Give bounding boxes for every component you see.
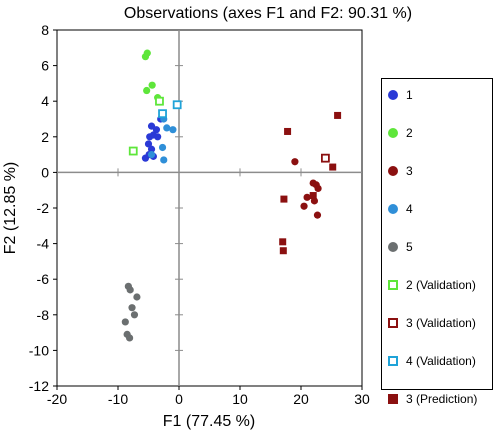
data-point	[284, 127, 292, 135]
data-point	[141, 53, 150, 61]
data-point	[158, 143, 167, 152]
data-point	[155, 96, 164, 106]
data-point	[291, 158, 299, 166]
x-axis-label: F1 (77.45 %)	[163, 413, 255, 430]
data-point	[313, 211, 322, 219]
legend-label: 3 (Prediction)	[406, 392, 478, 406]
data-point	[320, 153, 330, 163]
legend-label: 1	[406, 88, 413, 102]
data-point	[300, 202, 308, 210]
legend-item: 4	[388, 201, 413, 217]
legend-marker	[388, 318, 398, 328]
data-point	[160, 156, 168, 164]
legend-label: 4 (Validation)	[406, 354, 476, 368]
data-point	[279, 247, 287, 255]
legend-item: 3 (Prediction)	[388, 391, 477, 407]
data-point	[280, 195, 288, 203]
y-tick-label: -4	[37, 236, 50, 252]
legend-label: 2	[406, 126, 413, 140]
legend-label: 2 (Validation)	[406, 278, 476, 292]
y-tick-label: -12	[29, 378, 49, 394]
zero-lines	[57, 30, 362, 386]
x-tick-label: 30	[354, 391, 370, 407]
x-axis-ticks: -20 -10 0 10 20 30	[47, 386, 370, 407]
data-point	[314, 184, 322, 193]
y-tick-label: -8	[37, 307, 50, 323]
data-point	[309, 192, 317, 200]
data-point	[144, 140, 153, 148]
data-point	[126, 286, 134, 294]
y-tick-label: 6	[41, 58, 49, 74]
data-point	[334, 111, 342, 119]
data-point	[158, 109, 167, 119]
chart-title: Observations (axes F1 and F2: 90.31 %)	[124, 5, 412, 22]
data-point	[169, 126, 177, 134]
plot-area	[56, 29, 363, 387]
data-point	[329, 163, 337, 171]
legend-item: 2	[388, 125, 413, 141]
legend-label: 5	[406, 240, 413, 254]
data-point	[147, 145, 156, 153]
y-tick-label: 0	[41, 164, 49, 180]
legend-marker	[388, 166, 398, 176]
y-tick-label: 8	[41, 22, 49, 38]
x-tick-label: -20	[47, 391, 67, 407]
x-tick-label: 20	[293, 391, 309, 407]
x-tick-label: 10	[232, 391, 248, 407]
data-point	[152, 126, 161, 134]
data-point	[128, 146, 138, 156]
legend-marker	[388, 394, 398, 404]
legend-label: 3	[406, 164, 413, 178]
data-point	[125, 334, 134, 342]
legend-item: 4 (Validation)	[388, 353, 476, 369]
data-point	[130, 311, 139, 319]
data-point	[279, 238, 287, 246]
y-tick-label: -10	[29, 342, 49, 358]
data-point	[172, 100, 182, 110]
data-point	[303, 193, 311, 201]
legend-item: 5	[388, 239, 413, 255]
data-point	[310, 197, 319, 205]
legend-item: 2 (Validation)	[388, 277, 476, 293]
data-point	[148, 81, 156, 89]
y-tick-label: -6	[37, 271, 50, 287]
y-tick-label: 2	[41, 129, 49, 145]
data-point	[133, 293, 141, 301]
data-point	[154, 133, 162, 141]
y-tick-label: -2	[37, 200, 50, 216]
x-tick-label: 0	[175, 391, 183, 407]
legend-marker	[388, 90, 398, 100]
data-point	[121, 318, 129, 326]
legend-item: 3 (Validation)	[388, 315, 476, 331]
legend-marker	[388, 356, 398, 366]
legend-item: 1	[388, 87, 413, 103]
legend-marker	[388, 204, 398, 214]
x-tick-label: -10	[108, 391, 128, 407]
data-point	[143, 86, 151, 95]
legend: 1 2 3 4 5 2 (Validation) 3 (Validation) 4 (Vali…	[381, 78, 493, 406]
data-points	[121, 49, 342, 342]
y-axis-ticks: -12 -10 -8 -6 -4 -2 0 2 4 6 8	[29, 22, 57, 394]
legend-label: 3 (Validation)	[406, 316, 476, 330]
data-point	[147, 151, 156, 159]
legend-marker	[388, 128, 398, 138]
data-point	[163, 124, 171, 132]
legend-marker	[388, 242, 398, 252]
legend-marker	[388, 280, 398, 290]
legend-label: 4	[406, 202, 413, 216]
data-point	[128, 304, 136, 312]
y-tick-label: 4	[41, 93, 49, 109]
y-axis-label: F2 (12.85 %)	[2, 162, 19, 254]
legend-item: 3	[388, 163, 413, 179]
